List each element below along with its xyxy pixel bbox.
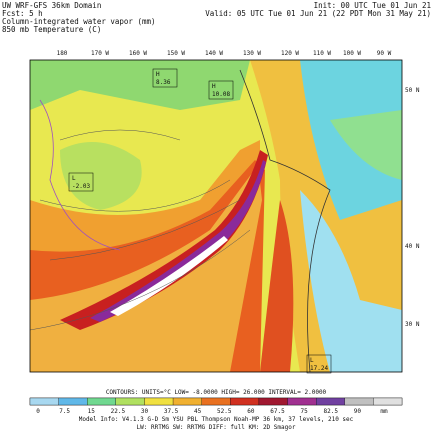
longitude-label: 130 W (243, 50, 261, 57)
colorbar-swatch (201, 397, 231, 406)
colorbar-swatch (58, 397, 88, 406)
colorbar-label: 7.5 (59, 408, 70, 415)
title: UW WRF-GFS 36km Domain (2, 1, 101, 10)
colorbar-swatch (316, 397, 345, 406)
longitude-label: 100 W (343, 50, 361, 57)
forecast: Fcst: 5 h (2, 9, 43, 18)
field: Column-integrated water vapor (mm) (2, 17, 156, 26)
map-label: L (72, 175, 76, 182)
label-box (208, 80, 234, 100)
colorbar-label: 30 (141, 408, 149, 415)
longitude-label: 160 W (129, 50, 147, 57)
map-label: 17.24 (310, 365, 328, 372)
physics-info: LW: RRTMG SW: RRTMG DIFF: full KM: 2D Sm… (137, 424, 296, 431)
model-info: Model Info: V4.1.3 G-D Sm YSU PBL Thomps… (79, 416, 354, 423)
colorbar-swatch (287, 397, 317, 406)
map-field (30, 60, 402, 372)
contour-info: CONTOURS: UNITS=°C LOW= -8.0000 HIGH= 26… (106, 389, 327, 396)
colorbar-swatch (115, 397, 145, 406)
label-box (68, 172, 94, 192)
colorbar-label: 52.5 (217, 408, 232, 415)
colorbar-label: mm (380, 408, 388, 415)
colorbar-swatch (29, 397, 59, 406)
latitude-label: 50 N (405, 87, 420, 94)
colorbar-label: 60 (247, 408, 255, 415)
longitude-label: 180 (57, 50, 68, 57)
colorbar-swatch (144, 397, 174, 406)
map-label: 8.36 (156, 79, 171, 86)
map-frame (29, 59, 403, 373)
map-label: H (212, 83, 216, 90)
longitude-label: 120 W (281, 50, 299, 57)
latitude-label: 30 N (405, 321, 420, 328)
map-label: 10.08 (212, 91, 230, 98)
colorbar-label: 37.5 (164, 408, 179, 415)
colorbar-swatch (344, 397, 374, 406)
valid-time: Valid: 05 UTC Tue 01 Jun 21 (22 PDT Mon … (205, 9, 431, 18)
colorbar-label: 0 (36, 408, 40, 415)
colorbar-label: 75 (301, 408, 309, 415)
longitude-label: 170 W (91, 50, 109, 57)
longitude-label: 150 W (167, 50, 185, 57)
latitude-label: 40 N (405, 243, 420, 250)
colorbar-label: 67.5 (270, 408, 285, 415)
colorbar-label: 22.5 (111, 408, 126, 415)
colorbar-swatch (230, 397, 260, 406)
colorbar-label: 90 (354, 408, 362, 415)
colorbar-label: 15 (88, 408, 96, 415)
map-label: -2.03 (72, 183, 90, 190)
label-box (152, 68, 178, 88)
map-label: L (310, 357, 314, 364)
field: 850 mb Temperature (C) (2, 25, 101, 34)
colorbar-swatch (373, 397, 403, 406)
colorbar-swatch (172, 397, 202, 406)
label-box (306, 354, 332, 374)
colorbar-label: 45 (194, 408, 202, 415)
longitude-label: 90 W (377, 50, 392, 57)
colorbar-swatch (87, 397, 116, 406)
longitude-label: 140 W (205, 50, 223, 57)
longitude-label: 110 W (313, 50, 331, 57)
colorbar-swatch (258, 397, 288, 406)
colorbar-label: 82.5 (324, 408, 339, 415)
init-time: Init: 00 UTC Tue 01 Jun 21 (314, 1, 431, 10)
map-label: H (156, 71, 160, 78)
